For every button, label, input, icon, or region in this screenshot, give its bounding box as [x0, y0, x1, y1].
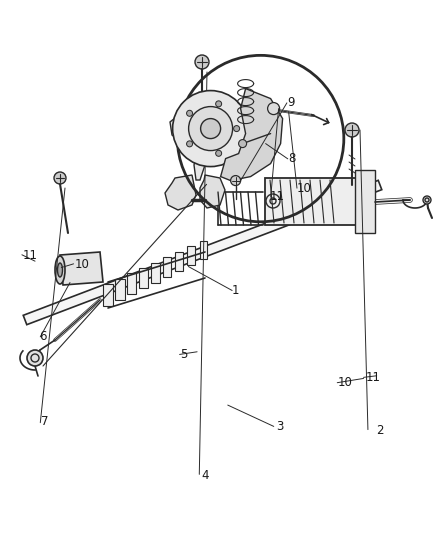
Circle shape — [195, 55, 209, 69]
Polygon shape — [127, 273, 136, 294]
Circle shape — [194, 129, 206, 141]
Circle shape — [187, 110, 193, 116]
Polygon shape — [265, 178, 370, 225]
Circle shape — [215, 150, 222, 156]
Polygon shape — [115, 279, 125, 300]
Circle shape — [27, 350, 43, 366]
Polygon shape — [221, 88, 283, 181]
Polygon shape — [175, 252, 183, 271]
Text: 5: 5 — [180, 348, 188, 361]
Text: 10: 10 — [74, 259, 89, 271]
Text: 10: 10 — [338, 376, 353, 389]
Circle shape — [54, 172, 66, 184]
Polygon shape — [200, 175, 225, 208]
Text: 4: 4 — [201, 470, 209, 482]
Circle shape — [187, 141, 193, 147]
Polygon shape — [103, 284, 113, 306]
Text: 11: 11 — [23, 249, 38, 262]
Polygon shape — [170, 112, 218, 148]
Circle shape — [239, 140, 247, 148]
Polygon shape — [139, 268, 148, 288]
Polygon shape — [355, 170, 375, 233]
Circle shape — [231, 175, 240, 185]
Text: 7: 7 — [41, 415, 48, 427]
Polygon shape — [151, 262, 160, 282]
Text: 6: 6 — [39, 330, 47, 343]
Circle shape — [345, 123, 359, 137]
Text: 1: 1 — [231, 284, 239, 297]
Polygon shape — [23, 180, 382, 325]
Circle shape — [189, 107, 233, 151]
Ellipse shape — [57, 263, 63, 277]
Circle shape — [233, 126, 240, 132]
Text: 11: 11 — [366, 372, 381, 384]
Text: 10: 10 — [297, 182, 311, 195]
Text: 9: 9 — [287, 96, 294, 109]
Text: 8: 8 — [288, 152, 295, 165]
Text: 11: 11 — [269, 190, 284, 203]
Polygon shape — [194, 148, 205, 180]
Polygon shape — [165, 175, 196, 210]
Text: 3: 3 — [276, 420, 283, 433]
Polygon shape — [212, 115, 248, 155]
Circle shape — [268, 102, 279, 115]
Circle shape — [173, 91, 249, 167]
Polygon shape — [199, 241, 206, 259]
Text: 2: 2 — [376, 424, 383, 437]
Ellipse shape — [55, 256, 65, 284]
Polygon shape — [187, 246, 195, 265]
Circle shape — [215, 101, 222, 107]
Circle shape — [201, 118, 221, 139]
Circle shape — [423, 196, 431, 204]
Polygon shape — [163, 257, 171, 277]
Polygon shape — [60, 252, 103, 285]
